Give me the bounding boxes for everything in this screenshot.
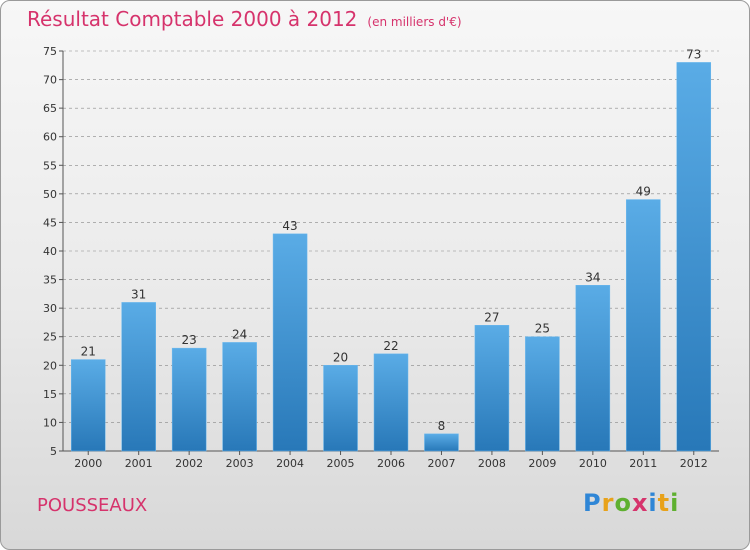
y-tick-label: 45	[43, 216, 57, 229]
logo-letter: x	[631, 489, 649, 517]
bar-2006	[373, 353, 409, 452]
logo-letter: t	[657, 489, 671, 517]
x-tick-label-2004: 2004	[276, 457, 304, 470]
y-tick-label: 10	[43, 416, 57, 429]
x-tick-label-2011: 2011	[629, 457, 657, 470]
y-tick-label: 75	[43, 45, 57, 58]
y-tick-label: 5	[50, 445, 57, 458]
bar-2011	[626, 199, 661, 452]
bar-2003	[222, 342, 257, 452]
x-tick-label-2008: 2008	[478, 457, 506, 470]
value-label-2001: 31	[131, 287, 146, 301]
y-tick-label: 35	[43, 274, 57, 287]
logo-letter: o	[614, 489, 632, 517]
value-label-2005: 20	[333, 350, 348, 364]
chart-subtitle: (en milliers d'€)	[367, 15, 462, 29]
y-tick-label: 15	[43, 388, 57, 401]
bar-2004	[272, 233, 308, 452]
x-tick-label-2010: 2010	[579, 457, 607, 470]
y-tick-label: 50	[43, 188, 57, 201]
value-label-2012: 73	[686, 47, 701, 61]
commune-name: POUSSEAUX	[37, 495, 148, 516]
y-tick-label: 65	[43, 102, 57, 115]
x-tick-label-2001: 2001	[125, 457, 153, 470]
bar-2010	[575, 285, 611, 452]
bar-2008	[474, 325, 510, 452]
value-label-2003: 24	[232, 327, 247, 341]
y-tick-label: 55	[43, 159, 57, 172]
proxiti-logo[interactable]: Proxiti	[583, 489, 679, 517]
value-label-2010: 34	[585, 270, 600, 284]
bar-2000	[70, 359, 106, 452]
x-tick-label-2009: 2009	[528, 457, 556, 470]
bar-2001	[121, 302, 156, 452]
logo-letter: P	[583, 489, 602, 517]
x-tick-label-2007: 2007	[427, 457, 455, 470]
logo-letter: i	[670, 489, 680, 517]
chart-title-text: Résultat Comptable 2000 à 2012	[27, 7, 358, 31]
bar-2002	[171, 347, 207, 452]
y-tick-label: 20	[43, 359, 57, 372]
x-tick-label-2003: 2003	[226, 457, 254, 470]
logo-letter: i	[648, 489, 658, 517]
value-label-2000: 21	[81, 345, 96, 359]
value-label-2007: 8	[438, 419, 446, 433]
y-tick-label: 60	[43, 131, 57, 144]
y-tick-label: 30	[43, 302, 57, 315]
value-label-2004: 43	[282, 219, 297, 233]
chart-title: Résultat Comptable 2000 à 2012 (en millie…	[27, 7, 462, 31]
value-label-2011: 49	[636, 185, 651, 199]
value-label-2002: 23	[182, 333, 197, 347]
x-tick-label-2005: 2005	[327, 457, 355, 470]
x-tick-label-2000: 2000	[74, 457, 102, 470]
y-tick-label: 25	[43, 331, 57, 344]
y-tick-label: 70	[43, 74, 57, 87]
logo-letter: r	[601, 489, 615, 517]
value-label-2006: 22	[383, 339, 398, 353]
x-tick-label-2006: 2006	[377, 457, 405, 470]
bar-2009	[525, 336, 560, 452]
y-tick-label: 40	[43, 245, 57, 258]
value-label-2008: 27	[484, 310, 499, 324]
bar-2007	[424, 433, 459, 452]
value-label-2009: 25	[535, 322, 550, 336]
x-tick-label-2012: 2012	[680, 457, 708, 470]
bar-2005	[323, 365, 358, 452]
bar-2012	[676, 62, 712, 452]
x-tick-label-2002: 2002	[175, 457, 203, 470]
